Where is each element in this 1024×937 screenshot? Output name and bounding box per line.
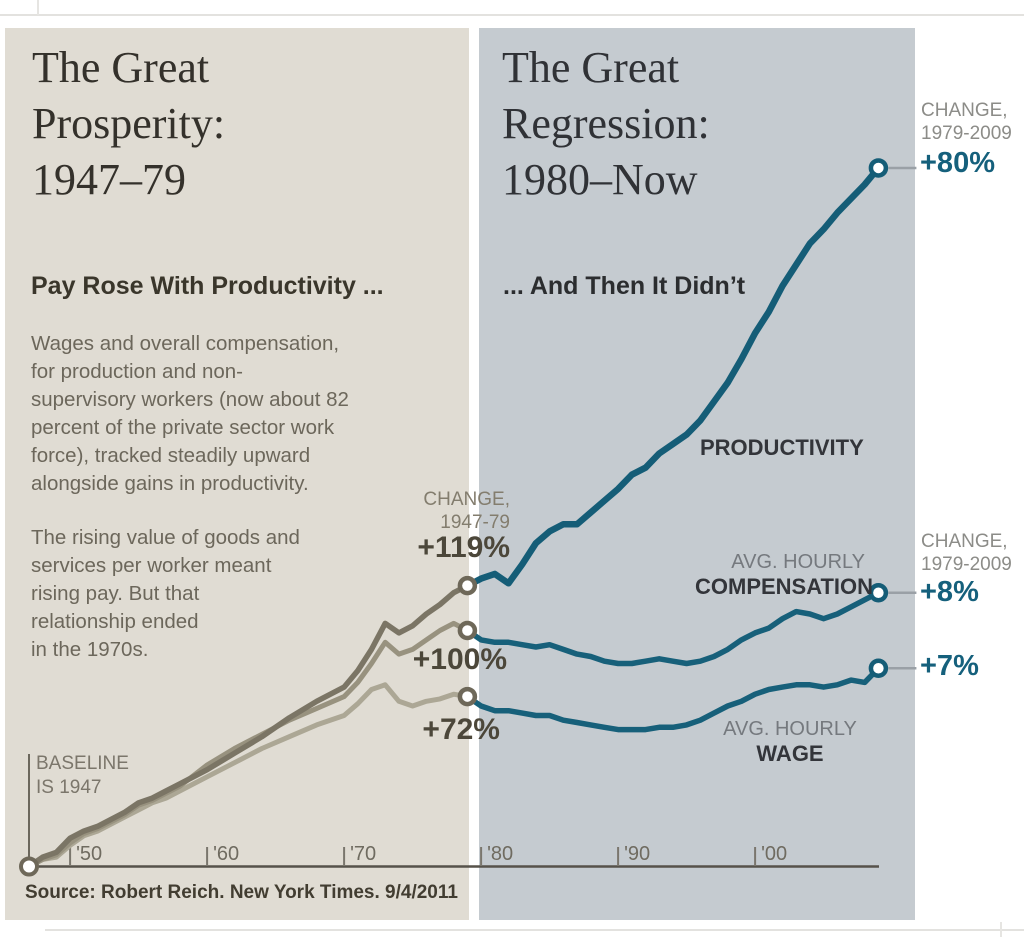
change-1979-2009-label-top: CHANGE, 1979-2009 (921, 99, 1012, 145)
bottom-rule-tick (1000, 922, 1002, 937)
right-panel-subtitle: ... And Then It Didn’t (503, 272, 746, 300)
title-line: 1980–Now (502, 155, 698, 204)
label-line: 1947-79 (440, 512, 510, 533)
body-line: rising pay. But that (31, 582, 200, 605)
top-rule (0, 14, 1024, 16)
left-panel-paragraph-2: The rising value of goods and services p… (31, 524, 300, 664)
body-line: relationship ended (31, 610, 199, 633)
label-line: IS 1947 (36, 777, 102, 798)
productivity-series-label: PRODUCTIVITY (700, 435, 864, 460)
title-line: Regression: (502, 99, 710, 148)
bottom-rule (45, 929, 1024, 931)
productivity-change-1947-79: +119% (417, 531, 510, 564)
label-line: CHANGE, (921, 531, 1008, 552)
body-line: Wages and overall compensation, (31, 332, 340, 355)
source-credit: Source: Robert Reich. New York Times. 9/… (25, 882, 458, 903)
left-panel-title: The Great Prosperity: 1947–79 (32, 40, 225, 208)
label-line: COMPENSATION (695, 574, 874, 599)
label-line: CHANGE, (423, 489, 510, 510)
title-line: Prosperity: (32, 99, 226, 148)
body-line: services per worker meant (31, 554, 272, 577)
body-line: in the 1970s. (31, 638, 149, 661)
body-line: alongside gains in productivity. (31, 472, 309, 495)
label-line: WAGE (756, 741, 824, 766)
top-rule-tick (37, 0, 39, 15)
change-1979-2009-label-mid: CHANGE, 1979-2009 (921, 530, 1012, 576)
label-line: AVG. HOURLY (731, 551, 865, 573)
body-line: force), tracked steadily upward (31, 444, 311, 467)
baseline-note: BASELINE IS 1947 (36, 752, 129, 800)
label-line: 1979-2009 (921, 123, 1012, 144)
left-panel-paragraph-1: Wages and overall compensation, for prod… (31, 330, 349, 498)
left-panel-subtitle: Pay Rose With Productivity ... (31, 272, 384, 300)
body-line: The rising value of goods and (31, 526, 300, 549)
label-line: BASELINE (36, 753, 129, 774)
title-line: The Great (502, 43, 680, 92)
title-line: The Great (32, 43, 210, 92)
productivity-change-1979-2009: +80% (920, 147, 995, 179)
wage-change-1947-79: +72% (422, 713, 500, 746)
wage-series-label: AVG. HOURLY WAGE (708, 718, 872, 767)
wage-change-1979-2009: +7% (920, 650, 979, 682)
right-panel-title: The Great Regression: 1980–Now (502, 40, 710, 208)
body-line: supervisory workers (now about 82 (31, 388, 349, 411)
label-line: AVG. HOURLY (723, 718, 857, 740)
body-line: percent of the private sector work (31, 416, 335, 439)
compensation-change-1979-2009: +8% (920, 576, 979, 608)
compensation-change-1947-79: +100% (412, 643, 507, 676)
compensation-series-label: AVG. HOURLY COMPENSATION (695, 551, 874, 600)
title-line: 1947–79 (32, 155, 186, 204)
change-1947-79-label: CHANGE, 1947-79 (410, 488, 510, 534)
label-line: CHANGE, (921, 100, 1008, 121)
body-line: for production and non- (31, 360, 243, 383)
label-line: 1979-2009 (921, 554, 1012, 575)
